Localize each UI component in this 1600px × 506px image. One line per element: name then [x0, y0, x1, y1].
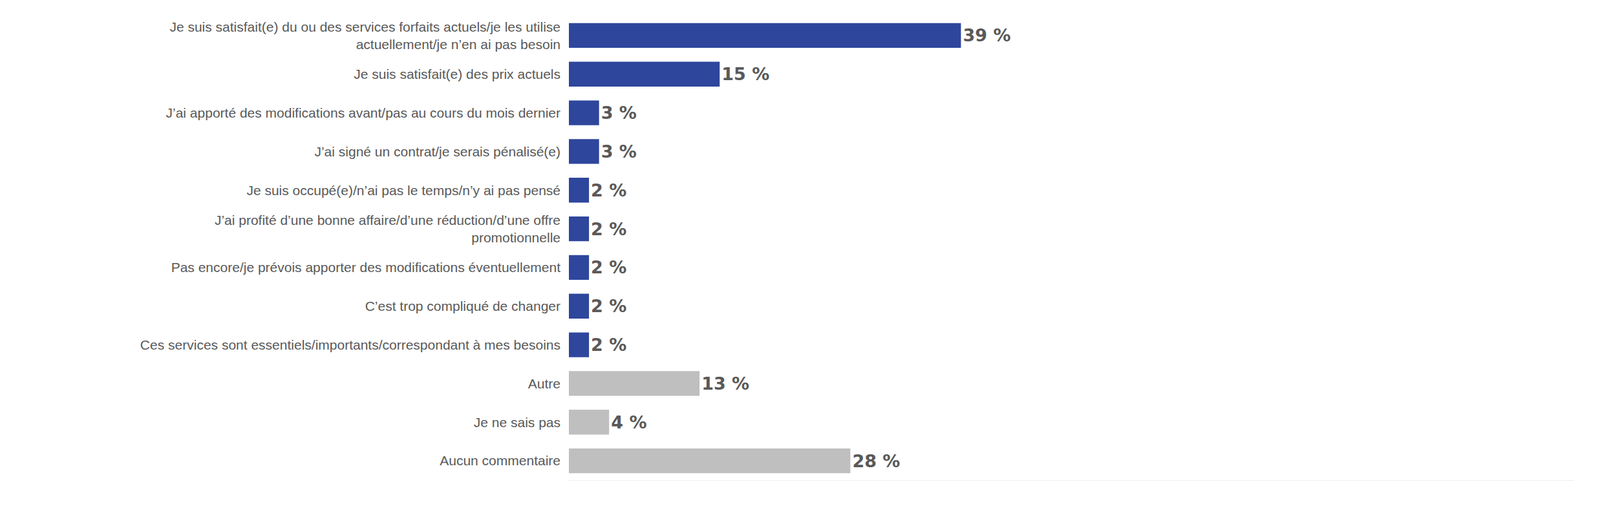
- svg-text:Je suis satisfait(e) des prix: Je suis satisfait(e) des prix actuels: [353, 66, 561, 82]
- svg-text:2 %: 2 %: [590, 257, 627, 278]
- svg-text:Je suis occupé(e)/n’ai pas le: Je suis occupé(e)/n’ai pas le temps/n’y …: [246, 182, 561, 198]
- svg-text:3 %: 3 %: [601, 102, 637, 123]
- svg-text:2 %: 2 %: [590, 180, 627, 201]
- svg-text:Ces services sont essentiels/i: Ces services sont essentiels/importants/…: [140, 337, 561, 353]
- svg-text:C’est trop compliqué de change: C’est trop compliqué de changer: [365, 298, 561, 314]
- svg-text:39 %: 39 %: [962, 25, 1011, 46]
- svg-text:J’ai signé un contrat/je serai: J’ai signé un contrat/je serais pénalisé…: [314, 144, 561, 160]
- svg-text:Aucun commentaire: Aucun commentaire: [439, 453, 561, 469]
- svg-text:2 %: 2 %: [590, 219, 627, 240]
- svg-text:28 %: 28 %: [852, 451, 900, 472]
- svg-text:J’ai profité d’une bonne affai: J’ai profité d’une bonne affaire/d’une r…: [214, 212, 561, 246]
- svg-text:13 %: 13 %: [701, 373, 750, 394]
- svg-text:2 %: 2 %: [590, 334, 627, 355]
- svg-text:2 %: 2 %: [590, 296, 627, 317]
- svg-text:Je suis satisfait(e) du ou des: Je suis satisfait(e) du ou des services …: [169, 19, 561, 52]
- svg-text:3 %: 3 %: [601, 141, 637, 162]
- svg-text:Pas encore/je prévois apporter: Pas encore/je prévois apporter des modif…: [171, 259, 562, 275]
- svg-text:Autre: Autre: [528, 376, 561, 392]
- svg-text:Je ne sais pas: Je ne sais pas: [473, 415, 561, 430]
- svg-text:J’ai apporté des modifications: J’ai apporté des modifications avant/pas…: [166, 105, 562, 121]
- svg-text:15 %: 15 %: [721, 64, 770, 85]
- svg-text:4 %: 4 %: [610, 412, 647, 433]
